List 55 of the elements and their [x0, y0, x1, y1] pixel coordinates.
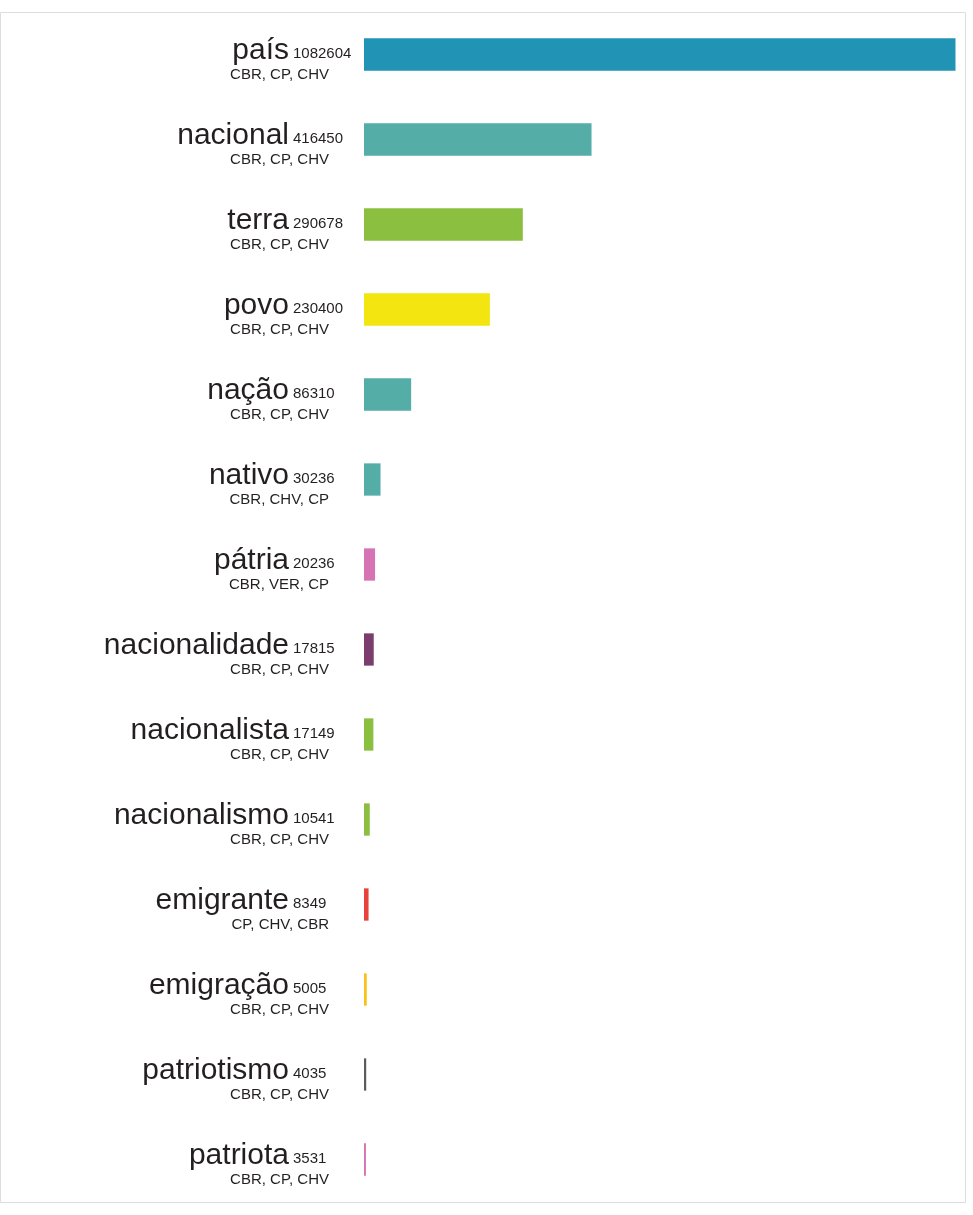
text: CBR, CP, CHV	[230, 659, 329, 677]
text: CBR, CP, CHV	[230, 829, 329, 847]
y-tick-label: nacional	[177, 116, 289, 150]
data-label: 20236	[293, 553, 335, 571]
y-tick-label: nativo	[208, 456, 289, 490]
text: CBR, CP, CHV	[230, 64, 329, 82]
bar	[364, 378, 412, 411]
data-label: 17149	[293, 723, 335, 741]
y-tick-label: patriotismo	[142, 1051, 289, 1085]
data-label: 86310	[293, 383, 335, 401]
data-label: 290678	[293, 213, 344, 231]
text: CP, CHV, CBR	[231, 914, 330, 932]
y-tick-label: pátria	[213, 541, 290, 575]
y-tick-label: país	[232, 31, 289, 65]
text: CBR, VER, CP	[228, 574, 329, 592]
text: CBR, CP, CHV	[230, 234, 329, 252]
y-tick-label: terra	[227, 201, 290, 235]
text: CBR, CP, CHV	[230, 149, 329, 167]
bar	[364, 973, 367, 1006]
bar	[364, 293, 490, 326]
y-tick-label: povo	[223, 286, 289, 320]
text: CBR, CP, CHV	[230, 1084, 329, 1102]
y-tick-label: patriota	[188, 1136, 290, 1170]
data-label: 3531	[293, 1148, 327, 1166]
bar	[364, 1058, 367, 1091]
bar	[364, 208, 523, 241]
text: CBR, CP, CHV	[230, 319, 329, 337]
y-tick-label: nação	[207, 371, 289, 405]
bar	[364, 803, 370, 836]
bar	[364, 38, 956, 71]
y-tick-label: nacionalista	[130, 711, 290, 745]
data-label: 1082604	[293, 43, 352, 61]
y-tick-label: emigrante	[155, 881, 289, 915]
data-label: 230400	[293, 298, 344, 316]
data-label: 416450	[293, 128, 344, 146]
text: CBR, CP, CHV	[230, 744, 329, 762]
data-label: 8349	[293, 893, 327, 911]
data-label: 30236	[293, 468, 335, 486]
bar	[364, 888, 369, 921]
bar	[364, 463, 381, 496]
data-label: 5005	[293, 978, 327, 996]
y-tick-label: nacionalismo	[113, 796, 289, 830]
text: CBR, CP, CHV	[230, 999, 329, 1017]
text: CBR, CHV, CP	[229, 489, 329, 507]
y-tick-label: nacionalidade	[103, 626, 289, 660]
data-label: 4035	[293, 1063, 327, 1081]
data-label: 17815	[293, 638, 335, 656]
bar	[364, 123, 592, 156]
data-label: 10541	[293, 808, 335, 826]
y-tick-label: emigração	[148, 966, 289, 1000]
bar	[364, 548, 376, 581]
text: CBR, CP, CHV	[230, 1169, 329, 1187]
text: CBR, CP, CHV	[230, 404, 329, 422]
bar	[364, 718, 374, 751]
bar	[364, 633, 374, 666]
